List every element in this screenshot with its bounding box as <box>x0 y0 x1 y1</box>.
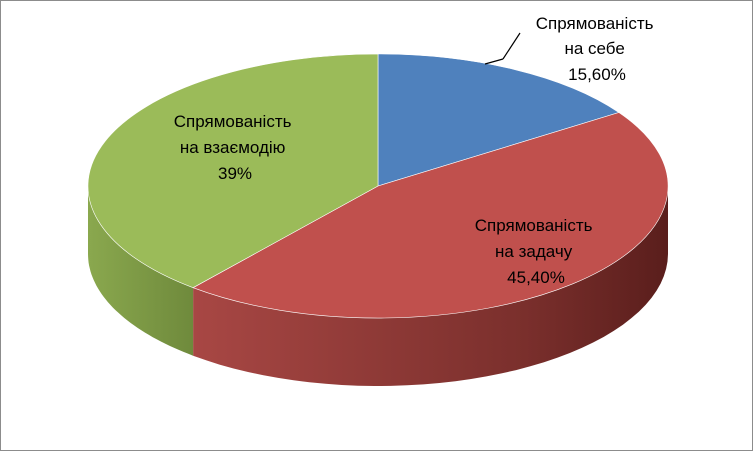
label-task-value: 45,40% <box>507 268 565 287</box>
label-self-line2: на себе <box>564 39 624 58</box>
label-self-line1: Спрямованість <box>536 14 654 33</box>
pie-side-1 <box>193 186 668 386</box>
label-task: Спрямованість на задачу 45,40% <box>475 216 597 287</box>
label-interaction-line1: Спрямованість <box>174 112 292 131</box>
pie-sides <box>88 186 668 386</box>
label-task-line2: на задачу <box>495 242 573 261</box>
label-interaction-value: 39% <box>218 164 252 183</box>
pie-tops <box>87 53 669 319</box>
pie-slice-1 <box>192 112 669 319</box>
pie-side-2 <box>88 186 194 356</box>
label-task-line1: Спрямованість <box>475 216 593 235</box>
label-interaction-line2: на взаємодію <box>180 138 286 157</box>
pie-slice-0 <box>377 53 620 187</box>
leader-line <box>502 32 521 60</box>
label-self-value: 15,60% <box>568 65 626 84</box>
label-interaction: Спрямованість на взаємодію 39% <box>174 112 296 183</box>
leader-line <box>484 58 504 65</box>
pie-slice-2 <box>87 53 379 289</box>
label-self: Спрямованість на себе 15,60% <box>536 14 658 84</box>
